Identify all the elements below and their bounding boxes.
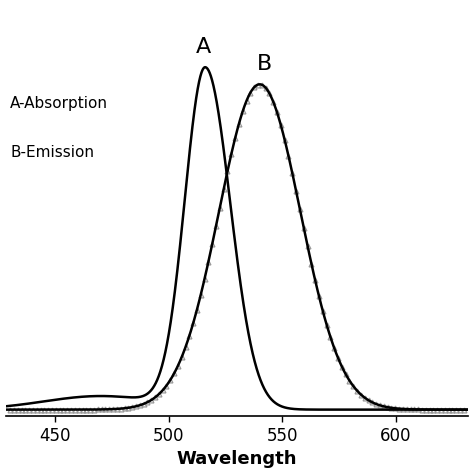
Text: B: B: [256, 54, 272, 74]
Text: B-Emission: B-Emission: [10, 145, 94, 160]
Text: A-Absorption: A-Absorption: [10, 96, 108, 111]
X-axis label: Wavelength: Wavelength: [177, 450, 297, 468]
Text: A: A: [195, 37, 210, 57]
